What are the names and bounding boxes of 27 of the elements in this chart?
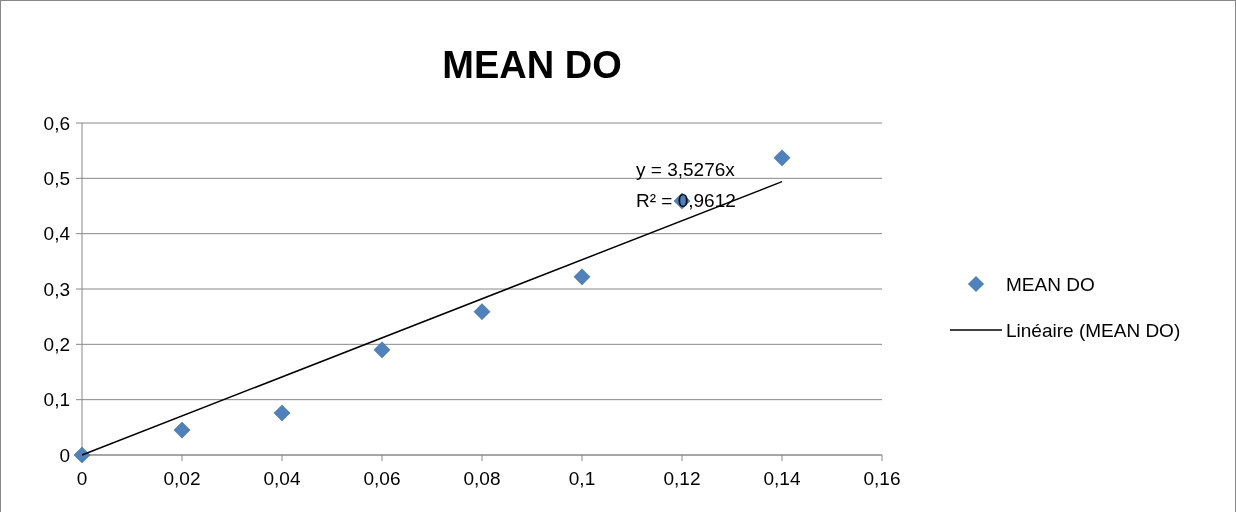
y-tick-label: 0,2	[43, 333, 70, 355]
point	[73, 446, 91, 464]
x-tick-label: 0,04	[263, 468, 301, 489]
legend-label: Linéaire (MEAN DO)	[1006, 319, 1181, 341]
x-tick-label: 0,08	[463, 468, 501, 489]
point	[573, 268, 591, 286]
x-tick-label: 0	[76, 468, 88, 489]
point	[773, 149, 791, 167]
x-tick-label: 0,02	[163, 468, 201, 489]
y-tick-label: 0,5	[43, 167, 70, 189]
x-tick-label: 0,16	[863, 468, 901, 489]
x-tick-label: 0,1	[568, 468, 596, 489]
y-tick-label: 0,6	[43, 112, 70, 134]
chart-title: MEAN DO	[442, 44, 622, 86]
point	[373, 341, 391, 359]
legend-label: MEAN DO	[1006, 273, 1095, 295]
point	[473, 303, 491, 320]
x-tick-label: 0,12	[663, 468, 701, 489]
point	[273, 404, 291, 422]
annotation: y = 3,5276x	[636, 159, 736, 180]
y-tick-label: 0,4	[43, 223, 71, 245]
x-tick-label: 0,06	[363, 468, 401, 489]
point	[173, 421, 191, 439]
y-tick-label: 0	[59, 444, 70, 466]
x-tick-label: 0,14	[763, 468, 801, 489]
y-tick-label: 0,3	[43, 278, 70, 300]
y-tick-label: 0,1	[43, 389, 70, 411]
